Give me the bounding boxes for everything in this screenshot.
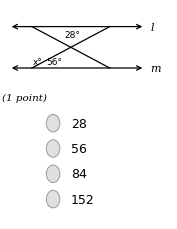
Text: l: l [150, 22, 154, 33]
Text: 152: 152 [71, 193, 95, 206]
Circle shape [46, 140, 60, 158]
Text: 56: 56 [71, 142, 87, 155]
Text: 28°: 28° [65, 31, 81, 40]
Text: m: m [150, 64, 161, 74]
Text: x°: x° [33, 57, 42, 66]
Circle shape [46, 191, 60, 208]
Circle shape [46, 115, 60, 132]
Text: 56°: 56° [46, 57, 62, 66]
Text: 84: 84 [71, 168, 87, 180]
Text: 28: 28 [71, 117, 87, 130]
Text: (1 point): (1 point) [2, 94, 47, 103]
Circle shape [46, 165, 60, 183]
